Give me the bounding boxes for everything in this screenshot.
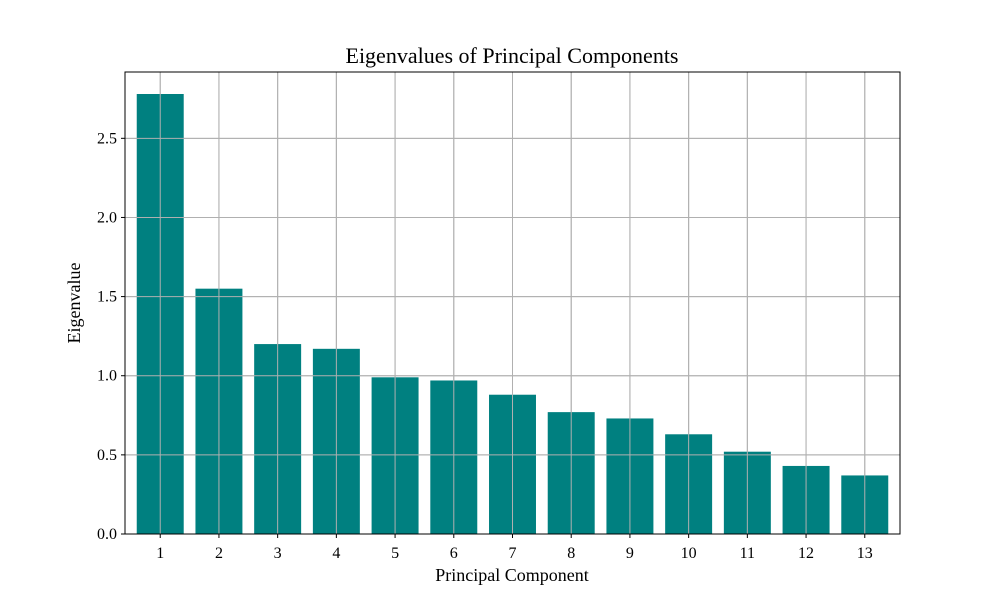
x-tick-label: 11 xyxy=(740,545,755,562)
x-tick-label: 7 xyxy=(509,545,517,562)
y-tick-label: 1.0 xyxy=(97,368,117,385)
x-tick-label: 10 xyxy=(681,545,697,562)
y-tick-label: 0.5 xyxy=(97,447,117,464)
y-axis-label: Eigenvalue xyxy=(64,263,84,344)
x-tick-label: 5 xyxy=(391,545,399,562)
x-axis-label: Principal Component xyxy=(435,565,588,585)
x-tick-label: 13 xyxy=(857,545,873,562)
x-tick-label: 8 xyxy=(567,545,575,562)
y-tick-label: 1.5 xyxy=(97,289,117,306)
y-tick-label: 2.5 xyxy=(97,130,117,147)
x-tick-label: 3 xyxy=(274,545,282,562)
y-tick-label: 2.0 xyxy=(97,209,117,226)
x-tick-label: 9 xyxy=(626,545,634,562)
x-tick-label: 1 xyxy=(156,545,164,562)
x-tick-label: 6 xyxy=(450,545,458,562)
y-axis-ticks: 0.0 0.5 1.0 1.5 2.0 2.5 xyxy=(97,130,125,543)
x-axis-ticks: 1 2 3 4 5 6 7 8 9 10 11 12 13 xyxy=(156,534,873,562)
x-tick-label: 4 xyxy=(332,545,340,562)
x-tick-label: 12 xyxy=(798,545,814,562)
y-tick-label: 0.0 xyxy=(97,526,117,543)
chart-title: Eigenvalues of Principal Components xyxy=(346,43,679,68)
x-tick-label: 2 xyxy=(215,545,223,562)
